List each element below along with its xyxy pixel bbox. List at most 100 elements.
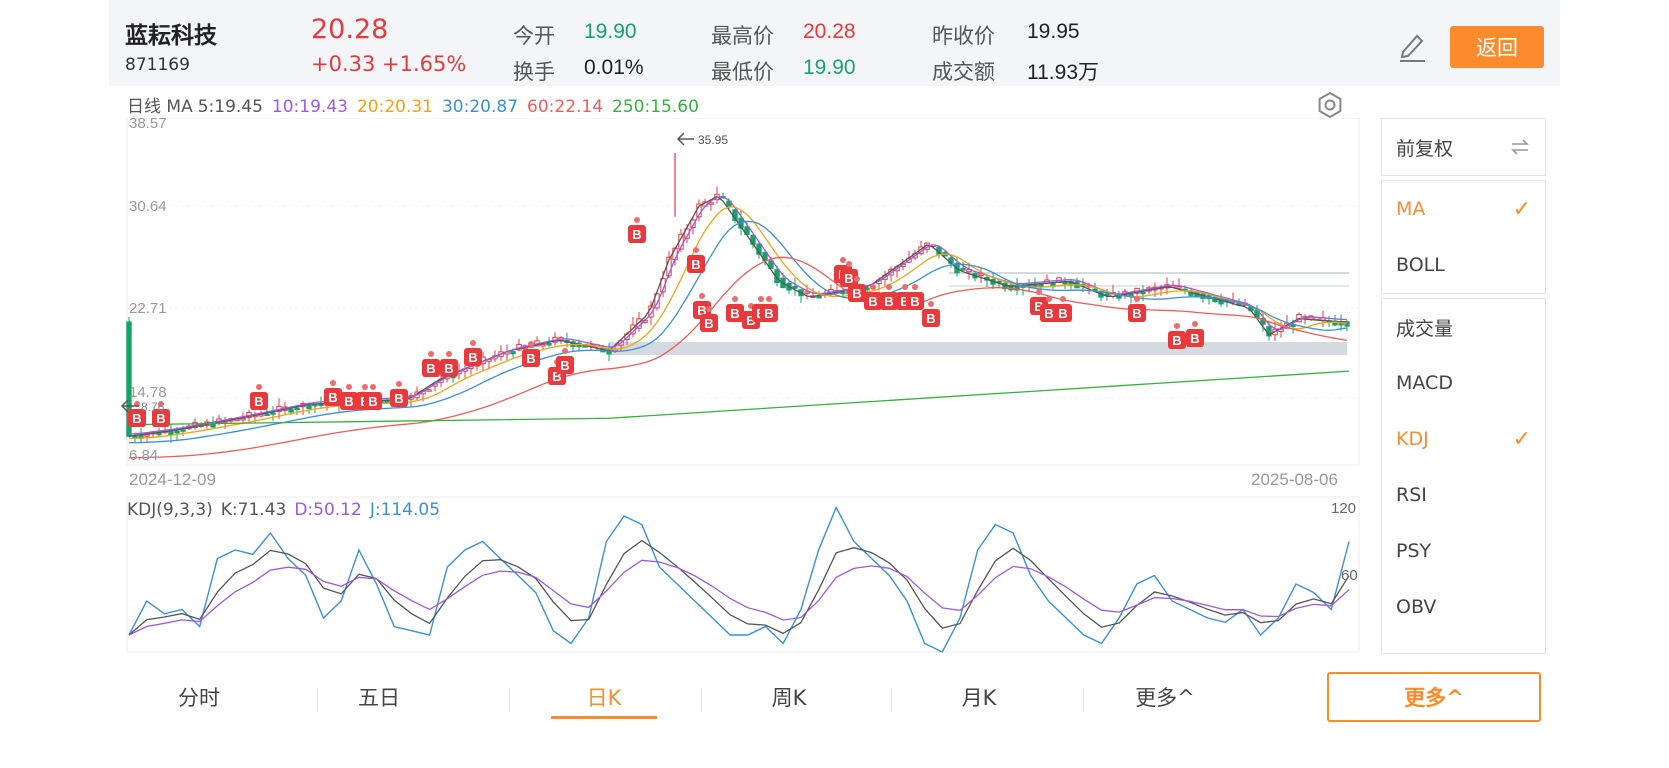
tab-minute[interactable]: 分时 [178, 686, 220, 710]
candle-body [1062, 281, 1068, 285]
indicator-volume[interactable]: 成交量 [1382, 299, 1545, 355]
kdj-d-line [128, 559, 1350, 636]
candle-body [804, 291, 810, 294]
candle-body [306, 405, 312, 410]
buy-marker: B [464, 340, 482, 366]
candle-body [1008, 284, 1014, 291]
indicator-psy[interactable]: PSY [1382, 523, 1545, 579]
ma-legend: 日线 MA 5:19.45 10:19.43 20:20.31 30:20.87 60:2… [127, 92, 708, 117]
buy-marker-label: B [868, 294, 877, 309]
buy-marker-label: B [746, 313, 755, 328]
low-label: 最低价 [711, 60, 774, 84]
indicator-label: 成交量 [1396, 317, 1454, 340]
candle-body [1260, 318, 1266, 325]
swap-icon [1511, 139, 1529, 155]
buy-marker-label: B [344, 394, 353, 409]
indicator-boll[interactable]: BOLL [1382, 237, 1545, 293]
ma20-value: 20:20.31 [356, 97, 433, 117]
buy-marker: B [390, 381, 408, 407]
ma60-value: 60:22.14 [527, 97, 604, 117]
turnover-label: 换手 [513, 60, 555, 84]
indicator-obv[interactable]: OBV [1382, 579, 1545, 635]
active-tab-indicator [551, 716, 657, 719]
pencil-icon[interactable] [1397, 30, 1427, 62]
buy-marker-label: B [560, 358, 569, 373]
amount-value: 11.93万 [1027, 61, 1099, 84]
buy-marker-label: B [1132, 306, 1141, 321]
candle-body [816, 295, 822, 299]
tab-daily-k[interactable]: 日K [586, 686, 622, 710]
indicator-label: PSY [1396, 540, 1432, 562]
buy-marker: B [922, 301, 940, 327]
low-value: 19.90 [803, 56, 856, 79]
buy-markers-group: BBBBBBBBBBBBBBBBBBBBBBBBBBBBBBBBBBBB [128, 217, 1204, 427]
buy-marker-label: B [552, 369, 561, 384]
low-marker: 8.76 [120, 399, 165, 414]
y-tick: 30.64 [129, 198, 167, 215]
y-tick: 38.57 [129, 115, 167, 132]
buy-marker-label: B [394, 391, 403, 406]
buy-marker-label: B [1172, 333, 1181, 348]
candle-body [792, 285, 798, 289]
buy-marker-label: B [444, 361, 453, 376]
back-button[interactable]: 返回 [1450, 26, 1544, 68]
buy-marker: B [340, 384, 358, 410]
candle-body [240, 417, 246, 421]
tab-monthly-k[interactable]: 月K [961, 686, 997, 710]
candle-body [654, 293, 660, 309]
indicator-label: MACD [1396, 372, 1453, 394]
indicator-label: KDJ [1396, 428, 1429, 450]
buy-marker: B [880, 284, 898, 310]
candle-body [510, 351, 516, 355]
buy-marker: B [128, 401, 146, 427]
buy-marker: B [440, 351, 458, 377]
kdj-j-value: J:114.05 [369, 500, 441, 520]
indicator-kdj[interactable]: KDJ ✓ [1382, 411, 1545, 467]
indicator-macd[interactable]: MACD [1382, 355, 1545, 411]
support-band [609, 342, 1347, 355]
more-button[interactable]: 更多^ [1327, 672, 1541, 722]
indicator-label: RSI [1396, 484, 1427, 506]
tab-five-day[interactable]: 五日 [358, 686, 400, 710]
indicator-rsi[interactable]: RSI [1382, 467, 1545, 523]
kdj-chart[interactable] [109, 495, 1369, 655]
tab-more[interactable]: 更多^ [1135, 686, 1195, 710]
stock-detail-app: 蓝耘科技 871169 20.28 +0.33 +1.65% 今开 19.90 … [109, 0, 1560, 768]
buy-marker: B [556, 348, 574, 374]
ma-prefix: 日线 MA [127, 97, 193, 117]
kdj-d-value: D:50.12 [294, 500, 362, 520]
buy-marker: B [422, 351, 440, 377]
tab-divider [317, 688, 318, 712]
buy-marker-label: B [132, 411, 141, 426]
buy-marker-label: B [328, 390, 337, 405]
prev-close-value: 19.95 [1027, 20, 1080, 43]
kdj-lines-group [128, 505, 1350, 653]
buy-marker: B [864, 284, 882, 310]
buy-marker-label: B [697, 303, 706, 318]
indicator-ma[interactable]: MA ✓ [1382, 181, 1545, 237]
candle-body [684, 228, 690, 239]
settings-icon[interactable] [1317, 92, 1343, 118]
check-icon: ✓ [1512, 196, 1531, 222]
buy-marker: B [906, 284, 924, 310]
buy-marker-label: B [926, 311, 935, 326]
buy-marker: B [628, 217, 646, 243]
buy-marker: B [1128, 296, 1146, 322]
kdj-j-line [128, 505, 1350, 653]
high-value: 20.28 [803, 20, 856, 43]
ma250-line [128, 370, 1350, 426]
indicator-label: MA [1396, 198, 1426, 220]
tab-weekly-k[interactable]: 周K [771, 686, 807, 710]
candle-body [1140, 291, 1146, 295]
y-tick: 14.78 [129, 384, 167, 401]
buy-marker: B [1040, 296, 1058, 322]
y-tick: 22.71 [129, 300, 167, 317]
fq-toggle[interactable]: 前复权 [1382, 119, 1545, 175]
buy-marker-label: B [1034, 299, 1043, 314]
buy-marker: B [1054, 296, 1072, 322]
kdj-k-line [128, 539, 1350, 636]
candle-body [168, 431, 174, 436]
buy-marker-label: B [691, 257, 700, 272]
candlestick-chart[interactable]: BBBBBBBBBBBBBBBBBBBBBBBBBBBBBBBBBBBB 35.… [109, 118, 1369, 468]
candle-body [1116, 295, 1122, 299]
